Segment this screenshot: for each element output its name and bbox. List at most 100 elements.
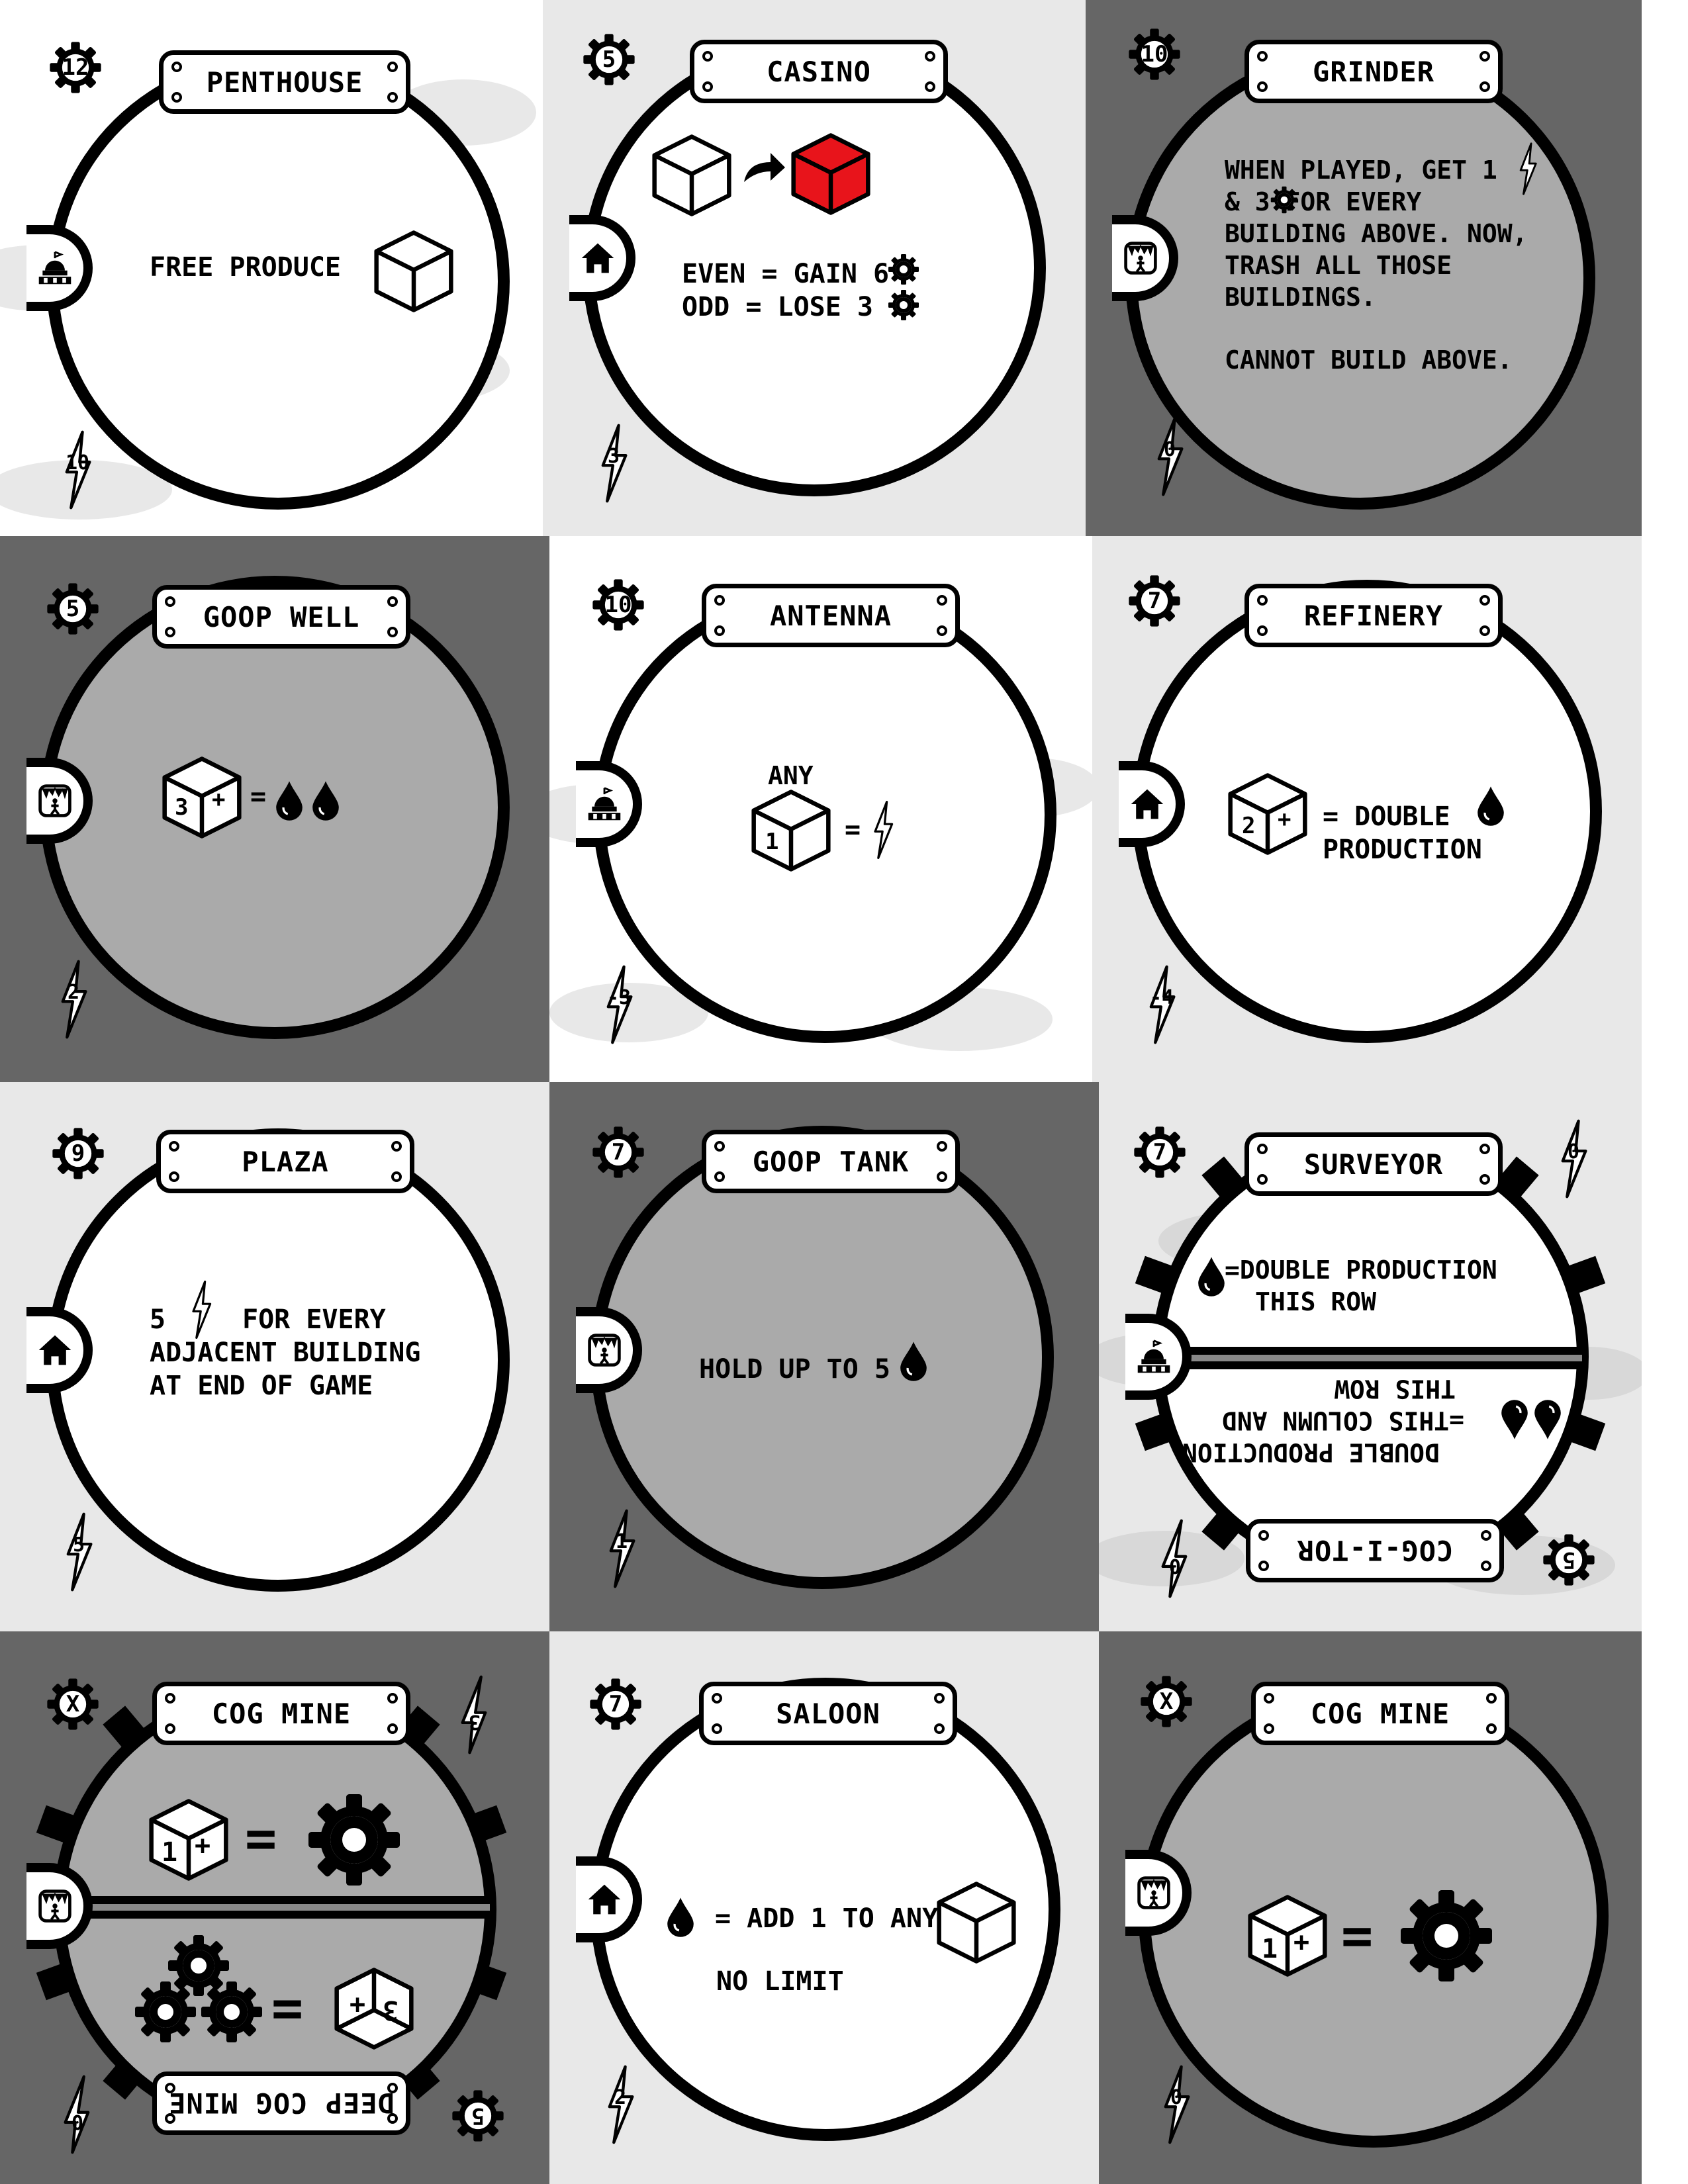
- power-value: 3: [468, 1710, 481, 1733]
- building-name-plate: GOOP TANK: [702, 1130, 960, 1193]
- power-value: 0: [1567, 1140, 1580, 1163]
- cost-value: X: [1159, 1688, 1174, 1715]
- red-cube-icon: [788, 131, 874, 217]
- power-value: 10: [65, 451, 90, 475]
- flip-dice-plus: +: [350, 1989, 366, 2020]
- effect-text-line: AT END OF GAME: [150, 1371, 373, 1401]
- effect-text-line: NO LIMIT: [716, 1966, 844, 1997]
- cost-cog-icon: 7: [590, 1124, 646, 1180]
- card-goop-well[interactable]: GOOP WELL 5 2 3 + =: [0, 536, 549, 1082]
- power-bolt-icon: 2: [602, 2065, 638, 2144]
- cave-icon: [36, 782, 73, 819]
- power-bolt-icon: 2: [56, 960, 91, 1039]
- card-divider: [60, 1896, 490, 1919]
- cost-value: 5: [66, 596, 80, 622]
- card-grinder[interactable]: GRINDER 10 0 WHEN PLAYED, GET 1 & 3 FOR …: [1086, 0, 1642, 536]
- card-saloon[interactable]: SALOON 7 2 = ADD 1 TO ANY NO LIMIT: [549, 1631, 1099, 2184]
- goop-drop-icon: [275, 780, 304, 821]
- building-name: SALOON: [776, 1697, 880, 1730]
- cost-cog-icon: 7: [1132, 1124, 1188, 1180]
- tower-icon: [36, 250, 73, 287]
- effect-text-line: PRODUCTION: [1323, 835, 1482, 865]
- power-bolt-icon: 10: [60, 430, 95, 510]
- card-surveyor[interactable]: SURVEYOR 7 0 =DOUBLE PRODUCTION THIS ROW…: [1099, 1082, 1642, 1631]
- card-refinery[interactable]: REFINERY 7 -4 2 + = DOUBLE PRODUCTION: [1092, 536, 1642, 1082]
- power-value: 2: [67, 981, 80, 1004]
- building-name-plate: SURVEYOR: [1244, 1132, 1503, 1196]
- house-icon: [586, 1881, 623, 1918]
- card-cog-mine[interactable]: COG MINE X 0 1 + =: [1099, 1631, 1642, 2184]
- flip-building-name: COG-I-TOR: [1296, 1534, 1454, 1567]
- effect-text-line: FOR EVERY: [242, 1304, 386, 1335]
- house-icon: [579, 240, 616, 277]
- card-cog-mine-double[interactable]: COG MINE X 3 1 + = = 3 + DEEP COG MINE 5…: [0, 1631, 549, 2184]
- tab-cave: [26, 758, 93, 844]
- dice-plus: +: [1278, 806, 1291, 833]
- power-bolt-icon: 0: [1556, 1119, 1591, 1199]
- cave-icon: [36, 1888, 73, 1925]
- dice-cube-icon: [1244, 1893, 1331, 1979]
- building-name-plate: GOOP WELL: [152, 585, 410, 649]
- goop-drop-icon: [1197, 1255, 1226, 1297]
- equals-sign: =: [845, 815, 861, 845]
- card-plaza[interactable]: PLAZA 9 5 5 FOR EVERY ADJACENT BUILDING …: [0, 1082, 549, 1631]
- cost-cog-icon: 7: [588, 1676, 643, 1732]
- cost-value: 7: [611, 1139, 626, 1165]
- flip-power-bolt-icon: 0: [1157, 1519, 1193, 1598]
- cost-cog-icon: 12: [48, 40, 103, 95]
- cost-value: 5: [602, 46, 616, 73]
- power-value: -4: [1149, 986, 1174, 1009]
- bolt-icon: [1516, 142, 1540, 195]
- flip-power-value: 0: [1168, 1554, 1182, 1577]
- dice-value: 1: [1262, 1934, 1278, 1964]
- goop-drop-icon: [311, 780, 340, 821]
- effect-text-line: BUILDINGS.: [1225, 283, 1376, 312]
- cave-icon: [1135, 1874, 1172, 1911]
- building-name: COG MINE: [211, 1697, 352, 1730]
- flip-cost-value: 5: [471, 2103, 485, 2129]
- building-name: GOOP WELL: [203, 600, 360, 633]
- flip-power-bolt-icon: 0: [60, 2075, 95, 2154]
- power-bolt-icon: 0: [1158, 2065, 1194, 2144]
- card-goop-tank[interactable]: GOOP TANK 7 1 HOLD UP TO 5: [549, 1082, 1099, 1631]
- power-bolt-icon: -3: [601, 965, 637, 1044]
- goop-drop-icon: [1500, 1400, 1529, 1441]
- flip-building-name: DEEP COG MINE: [168, 2087, 395, 2120]
- effect-text-odd: ODD = LOSE 3: [682, 292, 873, 322]
- cost-value: 9: [71, 1140, 85, 1167]
- cost-value: 7: [608, 1691, 623, 1717]
- dice-plus: +: [212, 786, 226, 813]
- power-bolt-icon: -4: [1144, 965, 1180, 1044]
- dice-value: 1: [162, 1837, 178, 1868]
- effect-text-line: THIS ROW: [1255, 1287, 1377, 1316]
- building-name: PENTHOUSE: [206, 66, 363, 99]
- card-penthouse[interactable]: PENTHOUSE 12 10 FREE PRODUCE: [0, 0, 543, 536]
- cost-cog-icon: 5: [581, 32, 637, 87]
- building-name: GRINDER: [1312, 55, 1434, 88]
- card-divider: [1158, 1347, 1582, 1369]
- cost-cog-icon: X: [45, 1676, 101, 1732]
- flip-effect-text-line: =THIS COLUMN AND: [1222, 1406, 1465, 1435]
- flip-cost-cog-icon: 5: [1541, 1532, 1597, 1588]
- dice-plus: +: [195, 1831, 211, 1861]
- building-name: CASINO: [767, 55, 871, 88]
- power-bolt-icon: 5: [61, 1512, 97, 1592]
- card-antenna[interactable]: ANTENNA 10 -3 ANY 1 =: [549, 536, 1092, 1082]
- cost-cog-icon: X: [1139, 1674, 1194, 1729]
- gear-icon: [132, 1979, 199, 2045]
- tower-icon: [586, 786, 623, 823]
- power-value: 3: [607, 445, 620, 468]
- cost-cog-icon: 7: [1127, 573, 1182, 629]
- card-casino[interactable]: CASINO 5 3 EVEN = GAIN 6 ODD = LOSE 3: [543, 0, 1086, 536]
- effect-text: HOLD UP TO 5: [699, 1354, 890, 1385]
- power-value: 5: [72, 1533, 85, 1557]
- dice-plus: +: [1293, 1927, 1310, 1958]
- cube-icon: [371, 228, 457, 314]
- building-name-plate: REFINERY: [1244, 584, 1503, 647]
- goop-drop-icon: [1533, 1400, 1562, 1441]
- cost-cog-icon: 5: [45, 581, 101, 637]
- dice-cube-icon: [159, 754, 245, 841]
- dice-value: 3: [175, 794, 189, 821]
- building-name-plate: PLAZA: [156, 1130, 414, 1193]
- effect-text-line: TRASH ALL THOSE: [1225, 251, 1452, 280]
